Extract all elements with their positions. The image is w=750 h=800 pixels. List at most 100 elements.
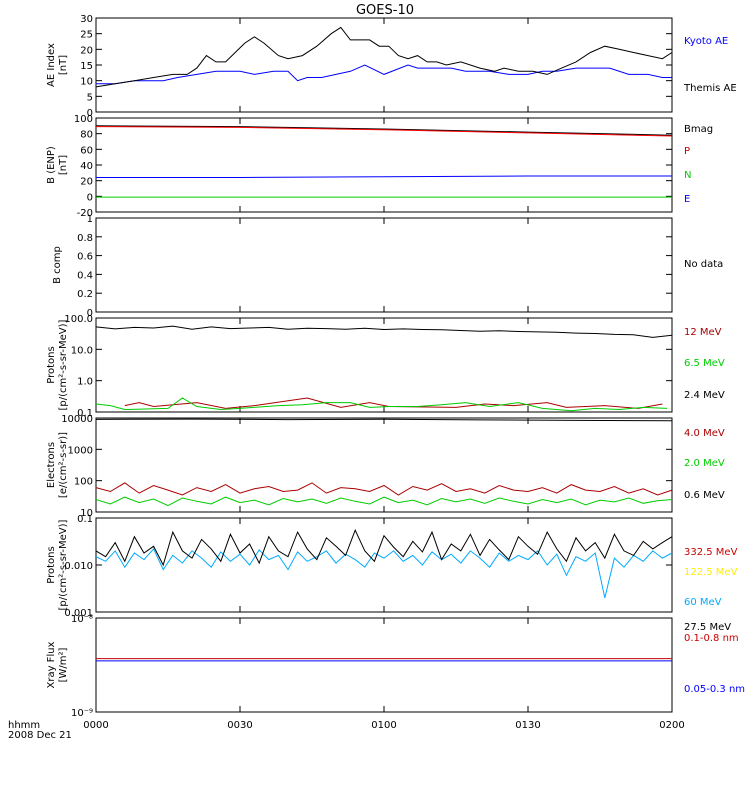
y-axis-label: B (ENP) <box>46 146 57 184</box>
legend-label: 12 MeV <box>684 327 722 338</box>
y-axis-label: Electrons <box>46 442 57 488</box>
y-tick-label: 10⁻⁸ <box>71 614 93 625</box>
y-axis-label: [nT] <box>58 55 69 75</box>
panel-1: 0 5 10 15 20 25 30 AE Index [nT] Kyoto AE Themis A… <box>46 14 737 119</box>
y-axis-label: [e/(cm²-s-sr)] <box>58 432 69 498</box>
panel-frame <box>95 517 673 613</box>
legend-label: 0.1-0.8 nm <box>684 633 739 644</box>
legend-label: N <box>684 170 691 181</box>
y-tick-label: 1 <box>87 214 93 225</box>
panel-frame <box>95 117 673 213</box>
x-tick-label: 0030 <box>227 720 252 731</box>
chart-title: GOES-10 <box>356 3 414 18</box>
y-tick-label: 30 <box>80 14 93 25</box>
y-tick-label: 0.1 <box>77 514 93 525</box>
legend-label: 2.0 MeV <box>684 458 725 469</box>
panel-7: 10⁻⁹ 10⁻⁸ Xray Flux [W/m²] 0.1-0.8 nm 0.05-0.… <box>46 614 745 719</box>
legend-label: No data <box>684 259 723 270</box>
series-line-2-0-mev <box>95 496 673 507</box>
legend-label: 0.6 MeV <box>684 490 725 501</box>
time-label: hhmm <box>8 720 40 731</box>
legend-label: 27.5 MeV <box>684 622 731 633</box>
legend-label: 4.0 MeV <box>684 428 725 439</box>
panel-4: 0.1 1.0 10.0 100.0 Protons [p/(cm²-s-sr-MeV)]… <box>46 314 725 419</box>
y-tick-label: 0.001 <box>64 608 93 619</box>
series-line-60-mev <box>95 548 673 599</box>
y-tick-label: 1.0 <box>77 377 93 388</box>
legend-label: Themis AE <box>683 83 737 94</box>
y-axis-label: [p/(cm²-s-sr-MeV)] <box>58 519 69 610</box>
y-tick-label: 10 <box>80 77 93 88</box>
date-label: 2008 Dec 21 <box>8 730 72 741</box>
panel-frame <box>95 617 673 713</box>
legend-label: Bmag <box>684 124 713 135</box>
y-axis-label: Protons <box>46 546 57 583</box>
legend-label: 60 MeV <box>684 597 722 608</box>
y-tick-label: 25 <box>80 30 93 41</box>
legend-label: E <box>684 194 690 205</box>
legend-label: P <box>684 146 690 157</box>
series-line-0-6-mev <box>95 418 673 422</box>
y-tick-label: 60 <box>80 145 93 156</box>
x-tick-label: 0100 <box>371 720 396 731</box>
y-tick-label: 0 <box>87 308 93 319</box>
panel-frame <box>95 17 673 113</box>
y-axis-label: B comp <box>52 246 63 284</box>
series-line-12-mev <box>124 397 663 409</box>
series-line-kyoto-ae <box>96 64 672 85</box>
y-tick-label: 0.8 <box>77 233 93 244</box>
y-tick-label: 40 <box>80 161 93 172</box>
y-tick-label: 100 <box>74 477 93 488</box>
y-tick-label: 0.2 <box>77 289 93 300</box>
x-tick-label: 0130 <box>515 720 540 731</box>
y-axis-label: [nT] <box>58 155 69 175</box>
panel-5: 10 100 1000 10000 Electrons [e/(cm²-s-sr)] 4.0… <box>46 414 725 519</box>
y-axis-label: Xray Flux <box>46 641 57 688</box>
y-tick-label: 20 <box>80 45 93 56</box>
series-line-27-5-mev <box>95 528 673 567</box>
panel-2: -20 0 20 40 60 80 100 B (ENP) [nT] Bmag P N E <box>46 114 713 219</box>
y-tick-label: 0.6 <box>77 252 93 263</box>
y-tick-label: 5 <box>87 92 93 103</box>
legend-label: 6.5 MeV <box>684 358 725 369</box>
x-tick-label: 0000 <box>83 720 108 731</box>
series-line-e <box>96 175 672 178</box>
y-axis-label: Protons <box>46 346 57 383</box>
y-tick-label: -20 <box>77 208 93 219</box>
series-line-2-4-mev <box>95 325 673 338</box>
y-tick-label: 100.0 <box>64 314 93 325</box>
y-tick-label: 0.1 <box>77 408 93 419</box>
panel-frame <box>95 217 673 313</box>
y-tick-label: 0 <box>87 192 93 203</box>
y-tick-label: 0 <box>87 108 93 119</box>
y-axis-label: AE Index <box>46 43 57 87</box>
y-axis-label: [W/m²] <box>58 647 69 682</box>
y-tick-label: 10000 <box>61 414 93 425</box>
y-tick-label: 0.4 <box>77 270 93 281</box>
series-line-themis-ae <box>95 26 673 88</box>
panel-6: 0.001 0.010 0.1 Protons [p/(cm²-s-sr-MeV)] 33… <box>46 514 738 633</box>
panel-3: 0 0.2 0.4 0.6 0.8 1 B comp No data <box>52 214 723 319</box>
x-tick-label: 0200 <box>659 720 684 731</box>
legend-label: 122.5 MeV <box>684 567 738 578</box>
y-tick-label: 1000 <box>68 445 93 456</box>
y-tick-label: 15 <box>80 61 93 72</box>
series-line-bmag <box>95 125 673 136</box>
series-line-6-5-mev <box>95 397 668 412</box>
series-line-4-0-mev <box>95 482 673 496</box>
legend-label: Kyoto AE <box>684 36 728 47</box>
legend-label: 0.05-0.3 nm <box>684 684 745 695</box>
y-tick-label: 100 <box>74 114 93 125</box>
y-axis-label: [p/(cm²-s-sr-MeV)] <box>58 319 69 410</box>
y-tick-label: 20 <box>80 177 93 188</box>
series-line-p <box>95 126 673 137</box>
y-tick-label: 80 <box>80 130 93 141</box>
legend-label: 2.4 MeV <box>684 390 725 401</box>
time-axis: 0000 0030 0100 0130 0200 <box>83 720 684 731</box>
legend-label: 332.5 MeV <box>684 547 738 558</box>
y-tick-label: 10.0 <box>71 345 93 356</box>
y-tick-label: 10 <box>80 508 93 519</box>
y-tick-label: 10⁻⁹ <box>71 708 93 719</box>
